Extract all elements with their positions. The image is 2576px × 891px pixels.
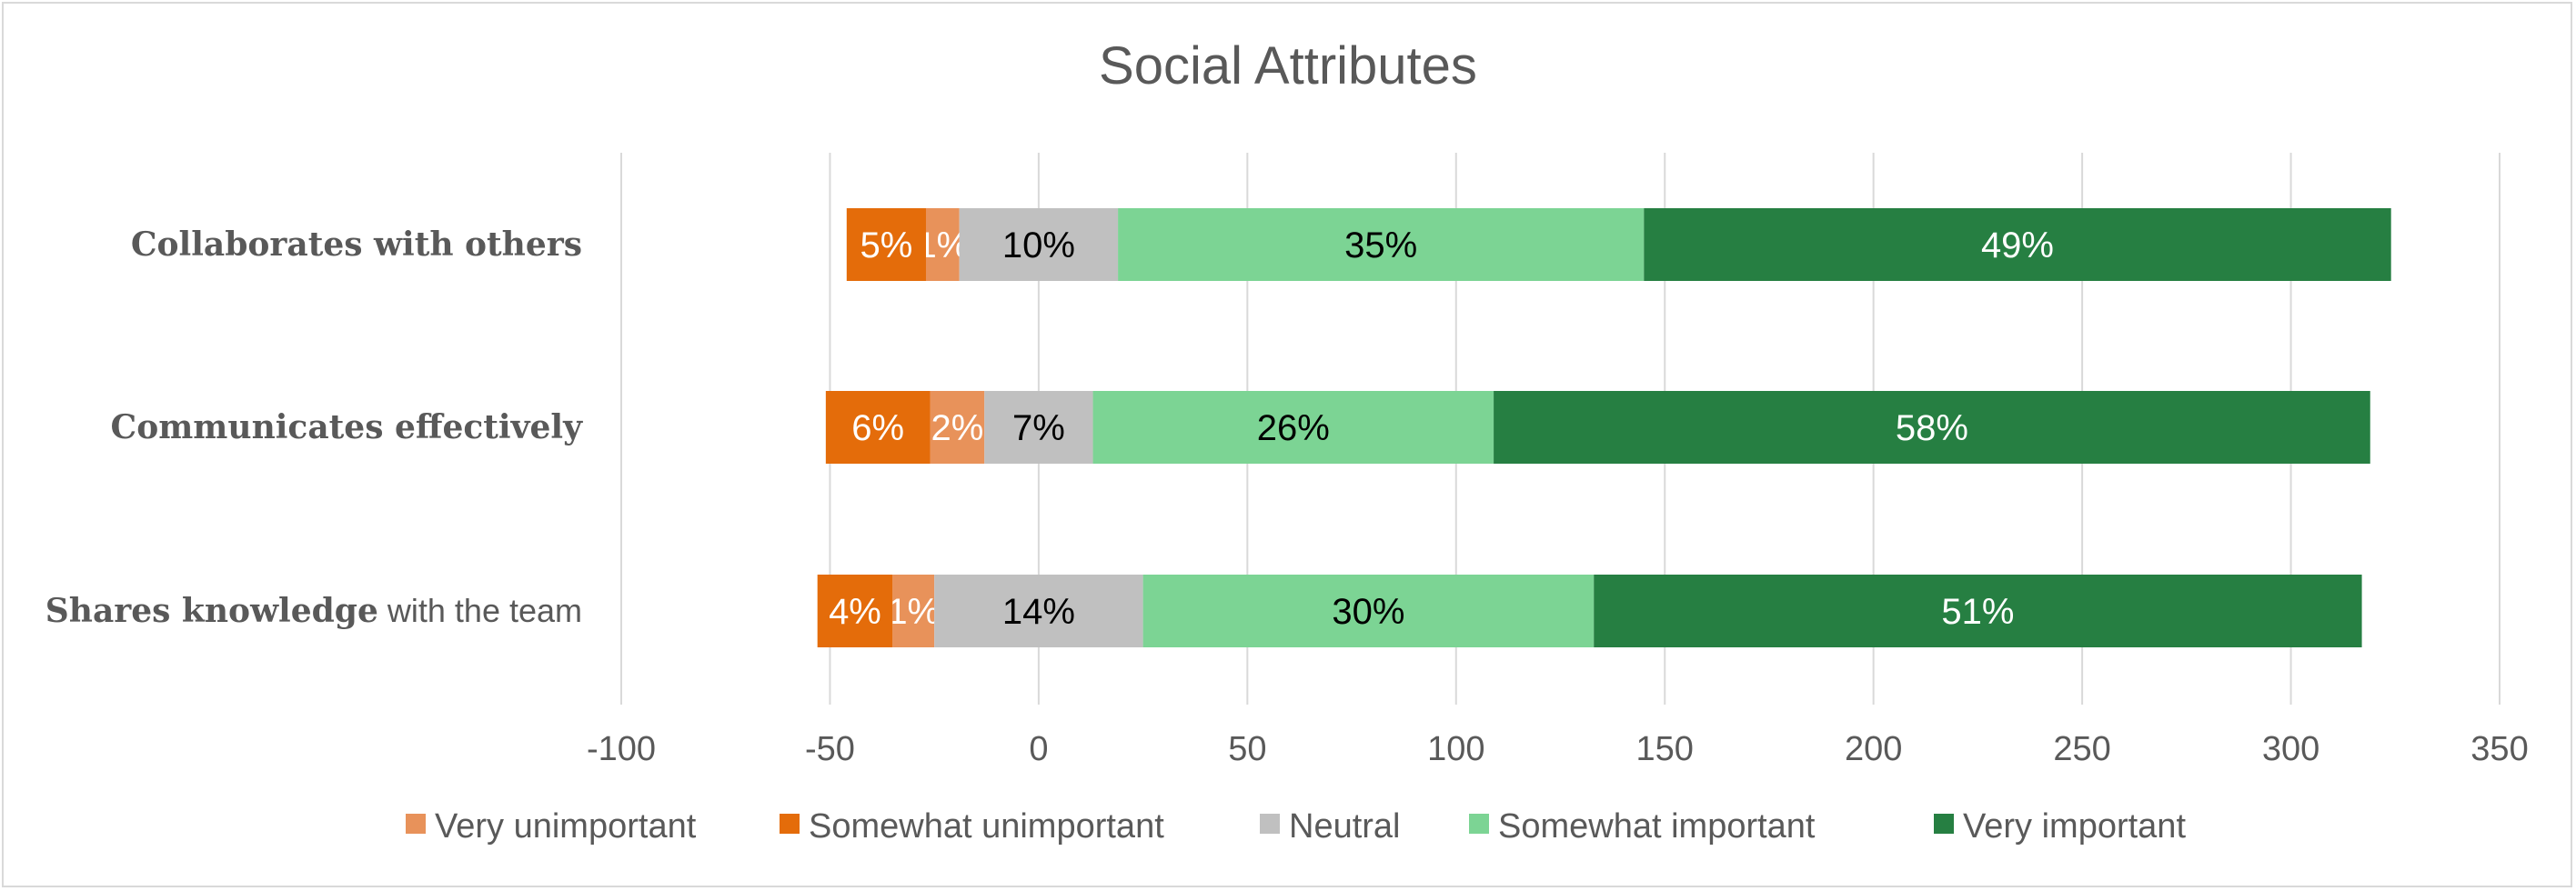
x-tick-label: 50 <box>1228 730 1266 768</box>
bar-segment <box>934 575 1143 647</box>
data-label: 4% <box>829 592 881 632</box>
data-label: 10% <box>1002 225 1075 265</box>
category-labels: Collaborates with others Communicates eff… <box>45 225 583 630</box>
legend-swatch <box>1469 814 1489 834</box>
legend-swatch <box>406 814 426 834</box>
bar-segment <box>959 208 1119 281</box>
bar-segment <box>1092 391 1494 464</box>
data-label: 2% <box>931 408 983 448</box>
bars: 1%2%1%5%6%4%10%7%14%35%26%30%49%58%51% <box>817 208 2391 647</box>
x-tick-label: 100 <box>1427 730 1484 768</box>
legend-label: Somewhat unimportant <box>809 807 1164 846</box>
x-tick-label: 250 <box>2053 730 2110 768</box>
bar-segment <box>846 208 926 281</box>
data-label: 5% <box>860 225 912 265</box>
x-axis-ticks: -100 -50 0 50 100 150 200 250 300 350 <box>587 730 2529 768</box>
bar-segment <box>1494 391 2370 464</box>
x-tick-label: -50 <box>805 730 855 768</box>
chart-title: Social Attributes <box>1099 36 1477 95</box>
category-label: Shares knowledge with the team <box>45 592 582 630</box>
bar-segment <box>892 575 935 647</box>
x-tick-label: 300 <box>2262 730 2319 768</box>
category-label: Communicates effectively <box>111 408 584 446</box>
data-label: 51% <box>1941 592 2014 632</box>
data-label: 7% <box>1012 408 1065 448</box>
bar-segment <box>1142 575 1595 647</box>
x-tick-label: 350 <box>2470 730 2528 768</box>
data-label: 58% <box>1896 408 1968 448</box>
bar-segment <box>930 391 985 464</box>
legend-swatch <box>1260 814 1280 834</box>
data-label: 49% <box>1981 225 2054 265</box>
bar-segment <box>817 575 893 647</box>
bar-segment <box>825 391 931 464</box>
bar-segment <box>1594 575 2362 647</box>
x-tick-label: 0 <box>1029 730 1048 768</box>
data-label: 35% <box>1344 225 1417 265</box>
data-label: 26% <box>1257 408 1330 448</box>
legend-label: Somewhat important <box>1498 807 1816 846</box>
data-label: 6% <box>851 408 904 448</box>
data-label: 14% <box>1002 592 1075 632</box>
data-label: 30% <box>1332 592 1404 632</box>
bar-segment <box>1644 208 2391 281</box>
x-tick-label: 200 <box>1845 730 1902 768</box>
legend-label: Very unimportant <box>435 807 697 846</box>
legend-label: Very important <box>1963 807 2186 846</box>
data-label: 1% <box>887 592 940 632</box>
x-tick-label: -100 <box>587 730 656 768</box>
legend-label: Neutral <box>1289 807 1401 846</box>
bar-segment <box>925 208 960 281</box>
bar-segment <box>1118 208 1645 281</box>
legend: Very unimportant Somewhat unimportant Neut… <box>406 807 2186 846</box>
legend-swatch <box>780 814 800 834</box>
category-label: Collaborates with others <box>131 225 582 264</box>
bar-segment <box>984 391 1093 464</box>
x-tick-label: 150 <box>1636 730 1694 768</box>
legend-swatch <box>1934 814 1954 834</box>
